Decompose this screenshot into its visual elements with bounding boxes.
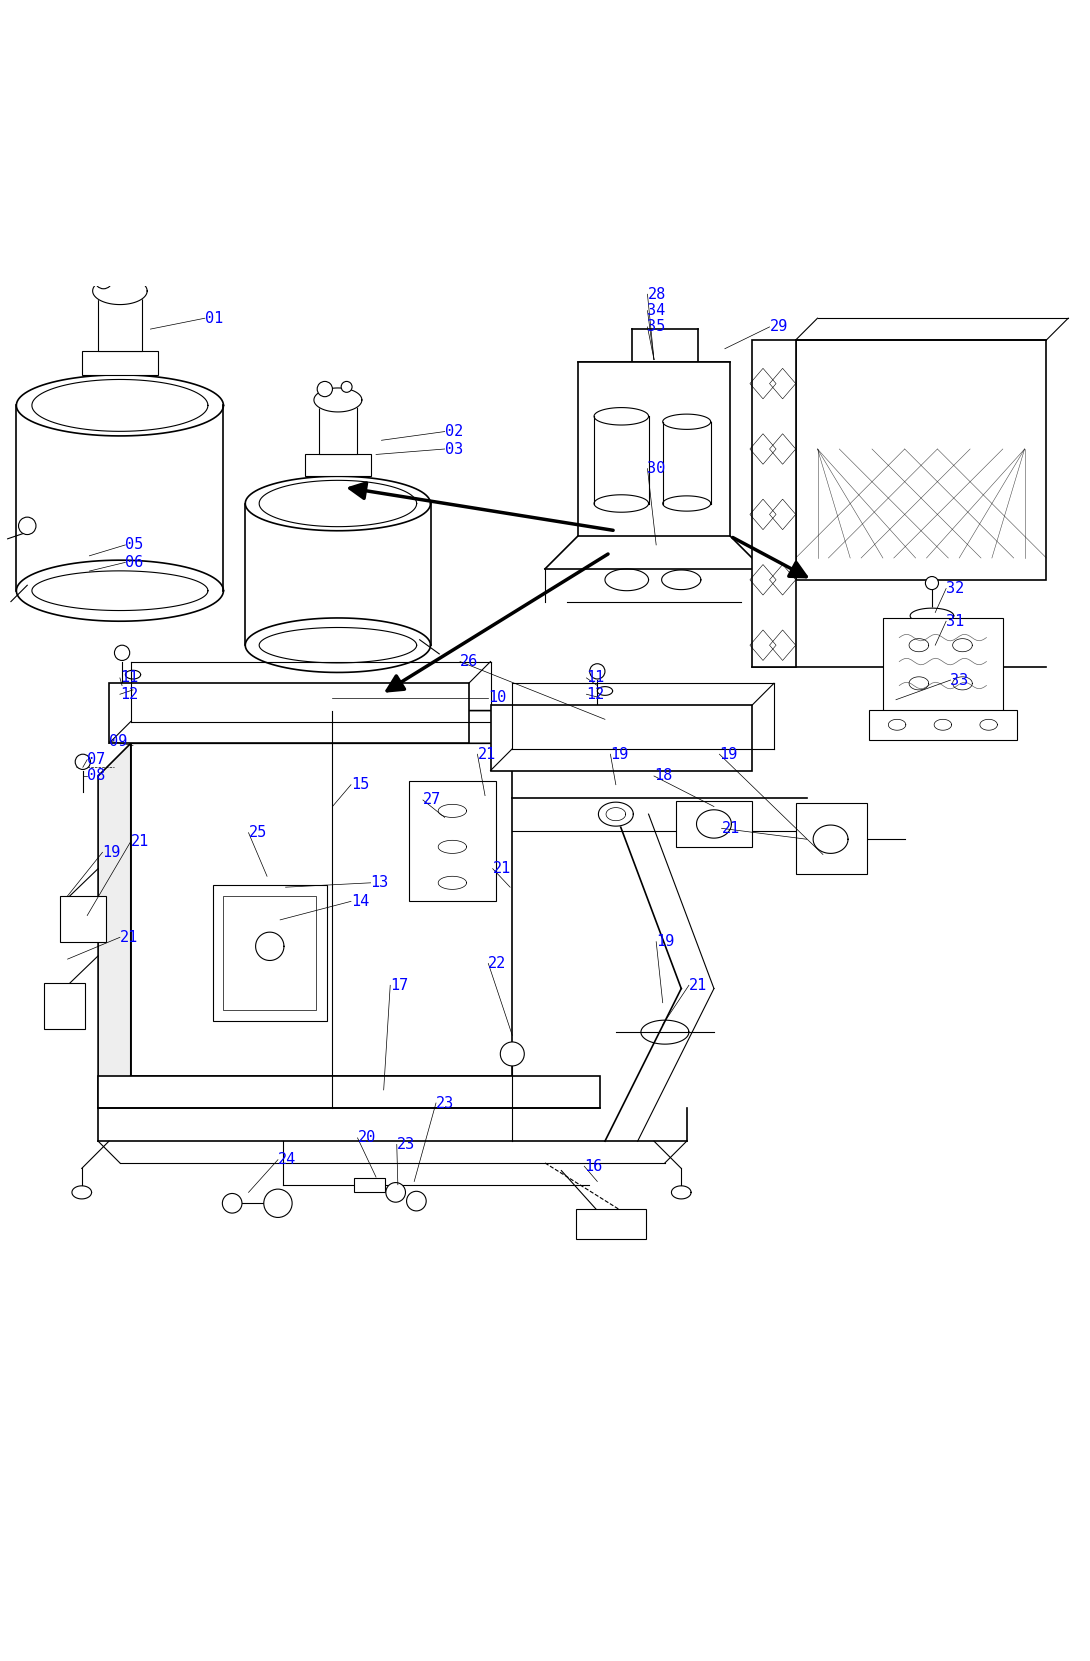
Text: 13: 13: [371, 875, 389, 890]
Text: 05: 05: [125, 538, 144, 553]
Polygon shape: [910, 608, 954, 623]
Circle shape: [75, 754, 90, 769]
Text: 07: 07: [87, 752, 106, 767]
Bar: [98, 291, 142, 350]
Polygon shape: [256, 932, 283, 960]
Text: 17: 17: [390, 978, 409, 993]
Bar: [223, 895, 316, 1010]
Text: 16: 16: [584, 1159, 603, 1174]
Text: 28: 28: [647, 287, 666, 302]
Text: 20: 20: [358, 1131, 376, 1146]
Text: 31: 31: [946, 613, 965, 630]
Bar: [354, 1178, 385, 1193]
Text: 21: 21: [477, 747, 496, 762]
Polygon shape: [131, 711, 545, 744]
Polygon shape: [93, 277, 147, 304]
Text: 11: 11: [120, 671, 138, 686]
Text: 22: 22: [488, 957, 507, 972]
Text: 02: 02: [445, 424, 463, 439]
Text: 10: 10: [488, 689, 507, 704]
Text: 32: 32: [946, 581, 965, 596]
Bar: [578, 362, 730, 537]
Circle shape: [264, 1189, 292, 1218]
Text: 15: 15: [351, 777, 370, 792]
Polygon shape: [490, 706, 752, 771]
Text: 30: 30: [647, 462, 666, 477]
Bar: [796, 341, 1046, 580]
Text: 19: 19: [102, 845, 121, 860]
Text: 21: 21: [131, 834, 149, 849]
Text: 29: 29: [770, 319, 788, 334]
Circle shape: [341, 382, 352, 392]
Text: 21: 21: [493, 860, 511, 875]
Bar: [576, 1209, 646, 1239]
Bar: [869, 709, 1017, 741]
Polygon shape: [314, 389, 362, 412]
Bar: [883, 618, 1003, 711]
Text: 06: 06: [125, 555, 144, 570]
Text: 26: 26: [460, 654, 479, 669]
Polygon shape: [109, 683, 469, 744]
Circle shape: [222, 1194, 242, 1213]
Bar: [213, 885, 327, 1022]
Text: 21: 21: [722, 821, 740, 835]
Circle shape: [500, 1041, 524, 1066]
Circle shape: [95, 271, 112, 289]
Bar: [318, 400, 358, 455]
Text: 12: 12: [586, 686, 605, 701]
Circle shape: [407, 1191, 426, 1211]
Polygon shape: [98, 744, 131, 1108]
Text: 23: 23: [436, 1096, 455, 1111]
Text: 11: 11: [586, 671, 605, 686]
Polygon shape: [598, 802, 633, 826]
Polygon shape: [305, 455, 371, 477]
Text: 19: 19: [656, 933, 675, 948]
Polygon shape: [131, 744, 512, 1076]
Bar: [676, 801, 752, 847]
Text: 18: 18: [654, 769, 673, 784]
Polygon shape: [409, 781, 496, 902]
Text: 09: 09: [109, 734, 128, 749]
Polygon shape: [98, 1076, 600, 1108]
Polygon shape: [82, 350, 158, 375]
Circle shape: [124, 271, 137, 284]
Text: 19: 19: [610, 747, 629, 762]
Bar: [60, 895, 106, 942]
Circle shape: [925, 576, 938, 590]
Text: 08: 08: [87, 769, 106, 784]
Text: 24: 24: [278, 1153, 296, 1168]
Circle shape: [317, 382, 332, 397]
Text: 19: 19: [719, 747, 738, 762]
Text: 01: 01: [205, 311, 223, 326]
Bar: [752, 341, 796, 668]
Circle shape: [590, 664, 605, 679]
Bar: [44, 983, 85, 1028]
Circle shape: [19, 517, 36, 535]
Text: 27: 27: [423, 792, 441, 807]
Bar: [796, 804, 867, 874]
Text: 34: 34: [647, 302, 666, 317]
Text: 21: 21: [120, 930, 138, 945]
Circle shape: [114, 644, 130, 661]
Text: 33: 33: [950, 673, 969, 688]
Text: 35: 35: [647, 319, 666, 334]
Text: 14: 14: [351, 894, 370, 909]
Text: 12: 12: [120, 686, 138, 701]
Text: 03: 03: [445, 442, 463, 457]
Text: 25: 25: [249, 826, 267, 840]
Text: 21: 21: [689, 978, 707, 993]
Circle shape: [386, 1183, 405, 1203]
Text: 23: 23: [397, 1136, 415, 1153]
